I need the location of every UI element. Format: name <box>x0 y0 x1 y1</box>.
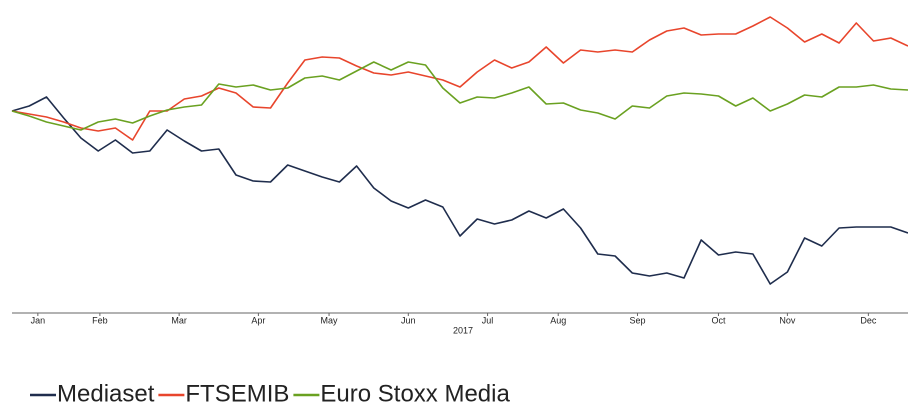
x-tick-label: Sep <box>629 315 645 325</box>
x-tick-label: Mar <box>171 315 187 325</box>
x-tick-label: Apr <box>251 315 265 325</box>
x-tick-label: Dec <box>860 315 877 325</box>
x-axis-label: 2017 <box>453 325 473 335</box>
legend-label: Mediaset <box>57 380 155 403</box>
legend-label: Euro Stoxx Media <box>320 380 510 403</box>
x-tick-label: May <box>321 315 339 325</box>
x-tick-label: Nov <box>779 315 796 325</box>
series-line <box>11 61 908 131</box>
x-tick-label: Jul <box>482 315 494 325</box>
x-tick-label: Jan <box>31 315 46 325</box>
x-tick-label: Jun <box>401 315 416 325</box>
x-tick-label: Aug <box>550 315 566 325</box>
x-tick-label: Oct <box>711 315 726 325</box>
series-line <box>11 96 908 285</box>
legend-label: FTSEMIB <box>185 380 289 403</box>
x-tick-label: Feb <box>92 315 108 325</box>
series-line <box>11 16 908 141</box>
